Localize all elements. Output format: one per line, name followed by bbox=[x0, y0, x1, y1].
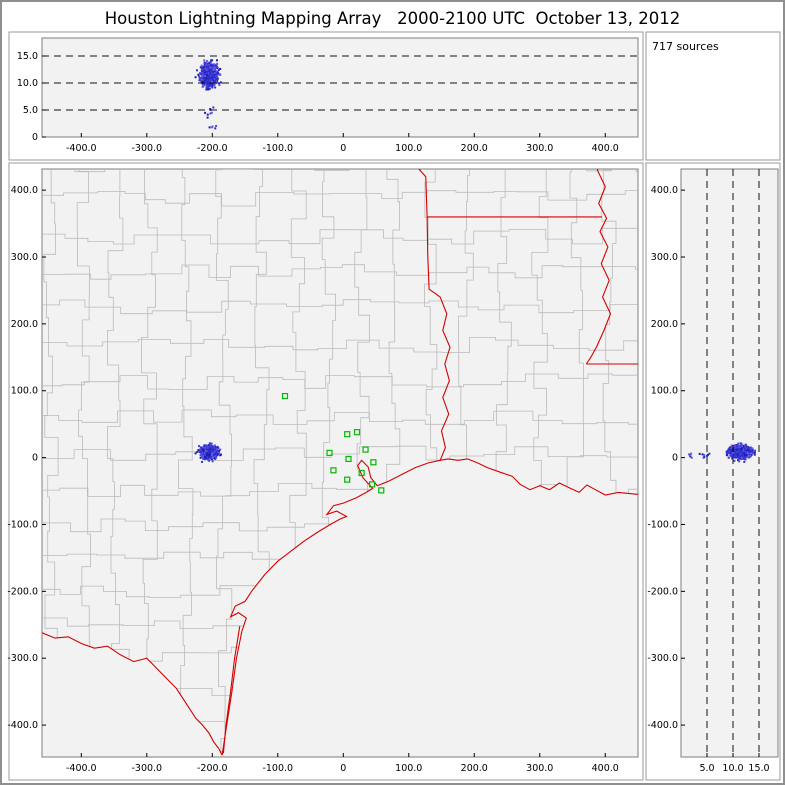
mississippi-river bbox=[585, 169, 612, 365]
lma-station-marker bbox=[353, 429, 361, 436]
x-tick-label-map: 100.0 bbox=[395, 763, 422, 774]
lma-station-marker bbox=[281, 392, 289, 400]
altitude-tick-label: 5.0 bbox=[23, 105, 38, 116]
state-borders bbox=[42, 169, 638, 756]
barrier-island bbox=[222, 626, 241, 754]
x-tick-label-map: 400.0 bbox=[592, 763, 619, 774]
lma-station-marker bbox=[344, 431, 351, 438]
lma-station-marker bbox=[368, 481, 376, 488]
y-tick-label-right: -300.0 bbox=[647, 653, 678, 664]
y-tick-label-right: 200.0 bbox=[651, 319, 678, 330]
x-tick-label-top: -400.0 bbox=[66, 143, 97, 154]
x-tick-label-top: 200.0 bbox=[461, 143, 488, 154]
altitude-tick-label: 15.0 bbox=[17, 51, 38, 62]
plan-view-plot-area[interactable] bbox=[41, 168, 639, 758]
x-tick-label-map: 300.0 bbox=[526, 763, 553, 774]
y-tick-label-map: 200.0 bbox=[11, 319, 38, 330]
lma-station-marker bbox=[330, 467, 337, 474]
lma-station-marker bbox=[326, 449, 333, 457]
x-tick-label-map: -200.0 bbox=[197, 763, 228, 774]
altitude-tick-label-right: 15.0 bbox=[748, 763, 769, 774]
lma-station-marker bbox=[370, 459, 377, 466]
altitude-tick-label: 10.0 bbox=[17, 78, 38, 89]
x-tick-label-map: -400.0 bbox=[66, 763, 97, 774]
lma-station-marker bbox=[358, 469, 365, 477]
lightning-sources-altitude-ew bbox=[194, 59, 222, 130]
x-tick-label-top: -100.0 bbox=[262, 143, 293, 154]
dashed-altitude-lines-right bbox=[706, 169, 760, 757]
x-tick-label-top: 0 bbox=[340, 143, 346, 154]
altitude-ns-plot-area[interactable] bbox=[680, 168, 779, 758]
y-tick-label-map: -100.0 bbox=[7, 519, 38, 530]
page-title: Houston Lightning Mapping Array 2000-210… bbox=[104, 9, 681, 28]
y-tick-label-map: -300.0 bbox=[7, 653, 38, 664]
lightning-sources-map bbox=[194, 442, 222, 463]
x-tick-label-top: 300.0 bbox=[526, 143, 553, 154]
x-tick-label-map: 200.0 bbox=[461, 763, 488, 774]
y-tick-label-right: 400.0 bbox=[651, 185, 678, 196]
x-tick-label-map: -300.0 bbox=[131, 763, 162, 774]
dashed-altitude-lines-top bbox=[42, 55, 638, 111]
lma-station-marker bbox=[362, 446, 369, 453]
y-tick-label-map: 100.0 bbox=[11, 386, 38, 397]
x-tick-label-top: 100.0 bbox=[395, 143, 422, 154]
lma-station-marker bbox=[344, 476, 351, 483]
y-tick-label-right: -400.0 bbox=[647, 720, 678, 731]
coastline bbox=[221, 458, 638, 756]
x-tick-label-map: -100.0 bbox=[262, 763, 293, 774]
x-tick-label-top: 400.0 bbox=[592, 143, 619, 154]
panel-frame bbox=[645, 31, 781, 161]
sabine-red-river-border bbox=[418, 169, 451, 461]
y-tick-label-right: -200.0 bbox=[647, 586, 678, 597]
lma-station-marker bbox=[378, 487, 385, 494]
lightning-sources-altitude-ns bbox=[688, 442, 756, 463]
altitude-tick-label: 0 bbox=[32, 132, 38, 143]
y-tick-label-map: 400.0 bbox=[11, 185, 38, 196]
y-tick-label-right: 100.0 bbox=[651, 386, 678, 397]
x-tick-label-top: -300.0 bbox=[131, 143, 162, 154]
x-tick-label-map: 0 bbox=[340, 763, 346, 774]
altitude-tick-label-right: 5.0 bbox=[699, 763, 714, 774]
y-tick-label-right: 0 bbox=[672, 453, 678, 464]
y-tick-label-map: -400.0 bbox=[7, 720, 38, 731]
altitude-ew-plot-area[interactable] bbox=[41, 37, 639, 138]
sources-count-label: 717 sources bbox=[652, 40, 719, 53]
station-markers bbox=[281, 392, 385, 494]
lma-station-marker bbox=[345, 455, 352, 463]
y-tick-label-right: -100.0 bbox=[647, 519, 678, 530]
altitude-tick-label-right: 10.0 bbox=[722, 763, 743, 774]
y-tick-label-map: 0 bbox=[32, 453, 38, 464]
y-tick-label-map: -200.0 bbox=[7, 586, 38, 597]
rio-grande bbox=[42, 632, 223, 756]
y-tick-label-map: 300.0 bbox=[11, 252, 38, 263]
y-tick-label-right: 300.0 bbox=[651, 252, 678, 263]
x-tick-label-top: -200.0 bbox=[197, 143, 228, 154]
